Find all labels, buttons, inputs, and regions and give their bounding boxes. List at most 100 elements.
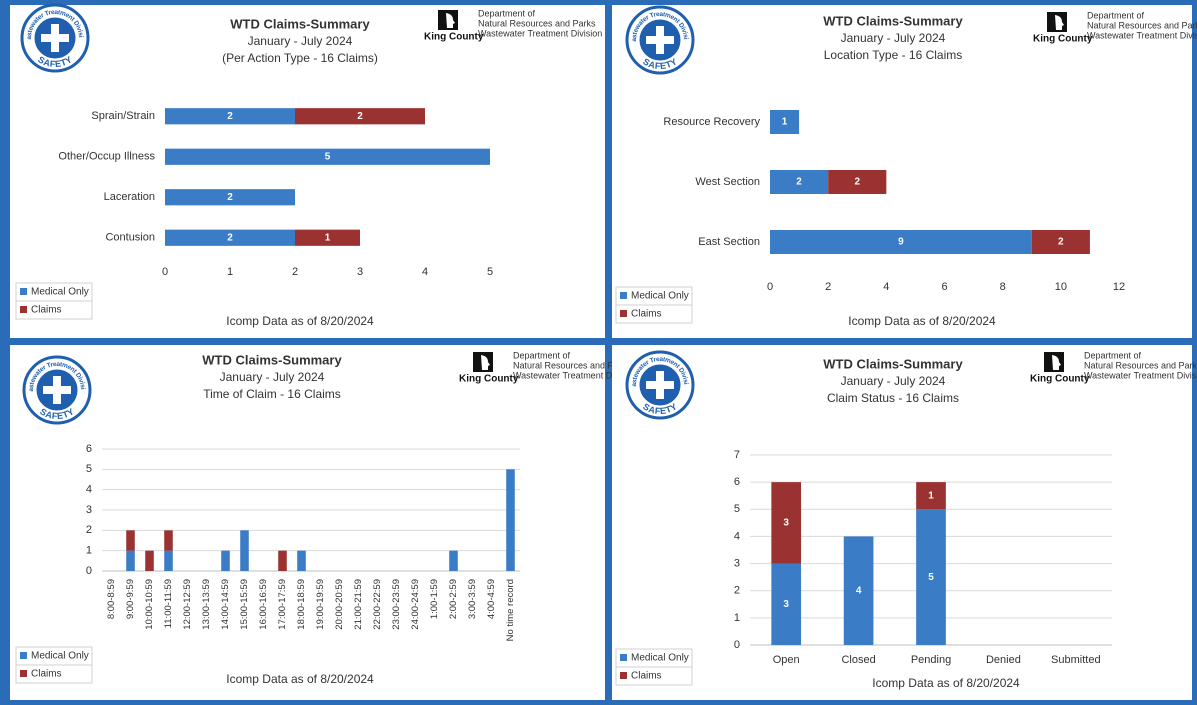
y-tick-label: Other/Occup Illness xyxy=(58,151,155,163)
bar xyxy=(770,110,800,134)
badge-cross xyxy=(41,34,69,42)
data-label: 2 xyxy=(227,232,233,243)
bar xyxy=(126,550,135,571)
chart-subtitle: January - July 2024 xyxy=(248,34,353,48)
y-tick-label: West Section xyxy=(695,176,760,188)
x-tick-label: 0 xyxy=(767,281,773,293)
data-label: 2 xyxy=(1058,237,1064,248)
kc-face xyxy=(1055,15,1064,30)
x-tick-label: 23:00-23:59 xyxy=(391,579,402,630)
chart-subtitle: January - July 2024 xyxy=(841,31,946,45)
data-label: 1 xyxy=(325,232,331,243)
bar xyxy=(165,148,490,165)
bar xyxy=(916,482,946,510)
bar xyxy=(295,229,360,246)
dept-text: Wastewater Treatment Division xyxy=(478,28,602,38)
kc-face xyxy=(1052,355,1061,370)
x-tick-label: 21:00-21:59 xyxy=(353,579,364,630)
bar xyxy=(295,108,425,125)
y-tick-label: 0 xyxy=(734,639,740,651)
x-tick-label: 8:00-8:59 xyxy=(106,579,117,619)
legend-swatch xyxy=(620,310,627,317)
data-label: 9 xyxy=(898,237,904,248)
y-tick-label: 7 xyxy=(734,449,740,461)
kc-name: King County xyxy=(424,32,484,43)
y-tick-label: 5 xyxy=(734,503,740,515)
kc-face xyxy=(446,13,455,28)
dept-text: Natural Resources and Parks xyxy=(1084,360,1197,370)
y-tick-label: 1 xyxy=(734,612,740,624)
y-tick-label: 2 xyxy=(86,524,92,536)
data-label: 4 xyxy=(856,585,862,596)
x-tick-label: 24:00-24:59 xyxy=(410,579,421,630)
x-tick-label: 3:00-3:59 xyxy=(467,579,478,619)
dept-text: Natural Resources and Parks xyxy=(1087,20,1197,30)
badge-text-path: SAFETY xyxy=(38,407,76,422)
chart-subtitle: Claim Status - 16 Claims xyxy=(827,391,959,405)
legend-swatch xyxy=(620,654,627,661)
x-tick-label: 15:00-15:59 xyxy=(239,579,250,630)
bar xyxy=(770,230,1032,254)
data-label: 2 xyxy=(796,177,802,188)
legend-swatch xyxy=(20,306,27,313)
x-tick-label: 4 xyxy=(883,281,889,293)
kc-name: King County xyxy=(1033,34,1093,45)
bar xyxy=(240,530,249,571)
x-tick-label: 16:00-16:59 xyxy=(258,579,269,630)
legend-label: Medical Only xyxy=(31,287,89,298)
bar xyxy=(221,550,230,571)
badge-cross xyxy=(646,36,674,44)
bar xyxy=(165,229,295,246)
dept-text: Wastewater Treatment Division xyxy=(513,370,637,380)
legend-label: Medical Only xyxy=(31,651,89,662)
bar xyxy=(771,482,802,564)
y-tick-label: 5 xyxy=(86,463,92,475)
data-label: 2 xyxy=(227,111,233,122)
chart-subtitle: January - July 2024 xyxy=(220,370,325,384)
x-tick-label: 2 xyxy=(292,266,298,278)
legend-label: Claims xyxy=(31,669,62,680)
x-tick-label: No time record xyxy=(505,579,516,641)
kc-name: King County xyxy=(1030,374,1090,385)
y-tick-label: 6 xyxy=(734,476,740,488)
x-tick-label: 17:00-17:59 xyxy=(277,579,288,630)
data-label: 2 xyxy=(854,177,860,188)
x-tick-label: 2:00-2:59 xyxy=(448,579,459,619)
x-tick-label: 3 xyxy=(357,266,363,278)
data-label: 5 xyxy=(325,151,331,162)
legend-label: Claims xyxy=(31,305,62,316)
data-label: 2 xyxy=(227,192,233,203)
bar xyxy=(278,550,287,571)
x-tick-label: 1:00-1:59 xyxy=(429,579,440,619)
x-tick-label: 22:00-22:59 xyxy=(372,579,383,630)
x-tick-label: 2 xyxy=(825,281,831,293)
bar xyxy=(843,536,874,645)
panel xyxy=(612,345,1192,700)
bar xyxy=(164,550,173,571)
bar xyxy=(145,550,154,571)
bar xyxy=(828,170,887,194)
y-tick-label: 6 xyxy=(86,443,92,455)
bar xyxy=(165,108,295,125)
y-tick-label: 3 xyxy=(86,504,92,516)
legend-box xyxy=(15,300,93,320)
legend-label: Claims xyxy=(631,309,662,320)
data-label: 3 xyxy=(783,599,789,610)
footnote: Icomp Data as of 8/20/2024 xyxy=(872,676,1020,690)
bar xyxy=(164,530,173,551)
y-tick-label: 4 xyxy=(734,530,740,542)
footnote: Icomp Data as of 8/20/2024 xyxy=(848,314,996,328)
bar xyxy=(165,189,295,206)
x-tick-label: 14:00-14:59 xyxy=(220,579,231,630)
x-tick-label: Denied xyxy=(986,654,1021,666)
data-label: 3 xyxy=(783,517,789,528)
badge-cross xyxy=(646,381,674,389)
legend-label: Medical Only xyxy=(631,653,689,664)
bar xyxy=(506,469,515,571)
chart-subtitle: January - July 2024 xyxy=(841,374,946,388)
y-tick-label: Sprain/Strain xyxy=(91,110,155,122)
x-tick-label: Open xyxy=(773,654,800,666)
dept-text: Natural Resources and Parks xyxy=(478,18,596,28)
panel xyxy=(10,5,605,338)
y-tick-label: 2 xyxy=(734,585,740,597)
